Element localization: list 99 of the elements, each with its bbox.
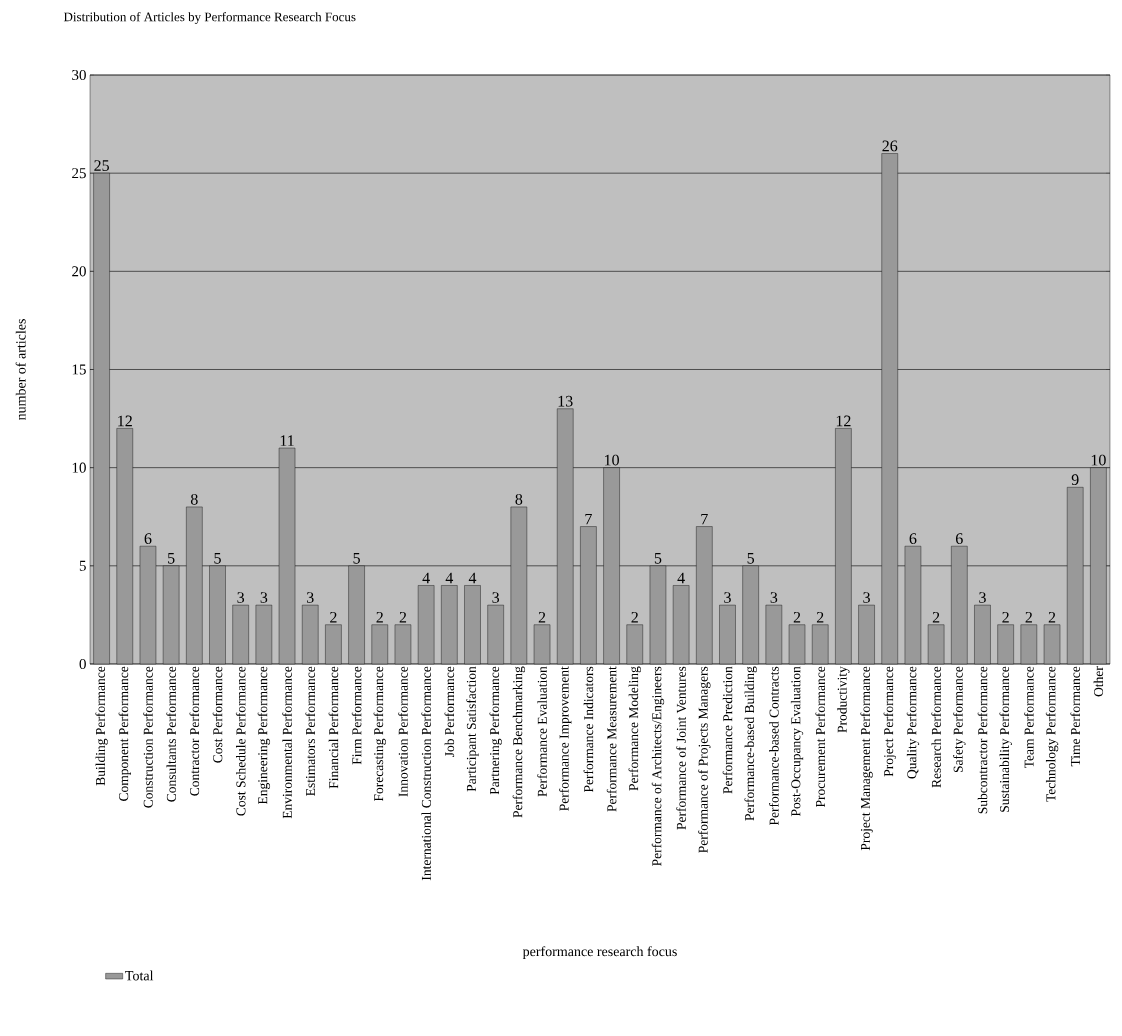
x-tick-label: Project Performance [883,666,896,777]
data-label: 26 [882,140,898,152]
x-tick-label: Partnering Performance [489,666,502,795]
data-label: 2 [376,611,383,623]
data-label: 12 [118,415,132,427]
data-label: 2 [1002,611,1009,623]
data-label: 3 [770,592,778,603]
data-label: 3 [724,592,731,603]
data-label: 2 [330,611,337,623]
data-label: 5 [214,552,221,564]
data-label: 4 [677,572,685,584]
x-tick-label: Post-Occupancy Evaluation [790,666,804,817]
x-tick-label: Building Performance [95,666,108,786]
data-label: 10 [604,454,619,466]
data-label: 2 [399,611,407,623]
x-tick-label: Time Performance [1070,666,1081,767]
y-tick-label: 25 [72,168,86,179]
data-label: 5 [353,552,360,564]
data-label: 11 [280,435,294,446]
y-tick-label: 5 [79,560,86,571]
y-tick-label: 10 [72,462,86,473]
data-label: 2 [538,611,546,623]
x-tick-label: Contractor Performance [189,666,200,796]
x-tick-label: Team Performance [1024,666,1034,769]
x-tick-label: Subcontractor Performance [977,666,988,814]
data-label: 7 [701,513,708,525]
x-tick-label: Safety Performance [953,666,966,773]
x-tick-label: Construction Performance [143,666,153,808]
data-label: 5 [168,552,175,564]
data-label: 3 [237,592,245,603]
x-tick-label: Estimators Performance [305,666,316,796]
data-label: 3 [863,592,870,603]
data-label: 5 [654,552,662,564]
x-tick-label: Performance Benchmarking [512,666,526,818]
data-label: 12 [836,415,851,427]
x-tick-label: Performance of Projects Managers [698,666,711,853]
x-tick-label: Forecasting Performance [373,666,386,802]
data-label: 6 [909,533,917,544]
data-label: 8 [190,493,198,505]
x-tick-label: Performance Improvement [559,666,572,811]
x-tick-label: Performance Modeling [628,666,641,791]
x-tick-label: Firm Performance [351,666,362,765]
x-tick-label: International Construction Performance [421,666,431,881]
x-tick-label: Innovation Performance [398,666,408,797]
y-tick-label: 20 [72,266,86,277]
x-axis-title: performance research focus [522,946,677,960]
x-tick-label: Quality Performance [906,666,920,779]
x-tick-label: Financial Performance [328,666,339,789]
x-tick-label: Performance of Joint Ventures [676,666,686,830]
x-tick-label: Engineering Performance [257,666,271,805]
data-label: 6 [144,533,152,544]
data-label: 13 [558,395,573,407]
x-tick-label: Performance Evaluation [537,666,547,797]
x-tick-label: Cost Schedule Performance [235,666,246,816]
x-tick-label: Performance-based Contracts [769,666,779,826]
chart-title: Distribution of Articles by Performance Research Focus [63,12,356,24]
data-label: 2 [1048,611,1056,623]
data-label: 4 [422,572,430,584]
y-tick-label: 15 [72,364,86,375]
data-label: 5 [747,552,755,564]
data-label: 2 [793,611,801,623]
data-label: 9 [1071,474,1079,486]
data-label: 4 [445,572,454,584]
x-tick-label: Project Management Performance [860,666,873,851]
data-label: 3 [492,592,500,603]
data-label: 2 [1025,611,1032,623]
x-tick-label: Procurement Performance [815,666,826,808]
data-label: 3 [260,592,268,603]
y-tick-label: 0 [79,658,86,670]
x-tick-label: Performance of Architects/Engineers [651,666,665,866]
x-tick-label: Performance Prediction [722,666,733,794]
data-label: 7 [585,513,592,525]
data-label: 2 [932,611,940,623]
x-tick-label: Consultants Performance [166,666,176,802]
x-tick-label: Performance-based Building [744,666,757,821]
x-tick-label: Productivity [837,666,850,733]
data-label: 2 [631,611,638,623]
x-tick-label: Research Performance [931,666,941,788]
x-tick-label: Other [1093,666,1104,697]
x-tick-label: Sustainability Performance [999,666,1012,812]
x-tick-label: Participant Satisfaction [466,666,479,792]
legend-label: Total [125,970,154,981]
data-label: 4 [468,572,477,584]
data-label: 3 [306,592,314,603]
x-tick-label: Performance Measurement [606,666,617,812]
x-tick-label: Environmental Performance [282,666,292,819]
data-label: 25 [94,160,109,171]
x-tick-label: Cost Performance [212,666,223,763]
data-label: 8 [515,493,523,505]
y-tick-label: 30 [72,69,86,81]
data-label: 10 [1091,454,1106,466]
x-tick-label: Job Performance [444,666,455,757]
x-tick-label: Performance Indicators [583,666,594,793]
data-label: 6 [955,533,963,544]
data-label: 2 [816,611,824,623]
x-tick-label: Technology Performance [1045,666,1059,802]
data-label: 3 [979,592,986,603]
x-tick-label: Component Performance [118,666,131,801]
y-axis-title: number of articles [15,319,26,421]
